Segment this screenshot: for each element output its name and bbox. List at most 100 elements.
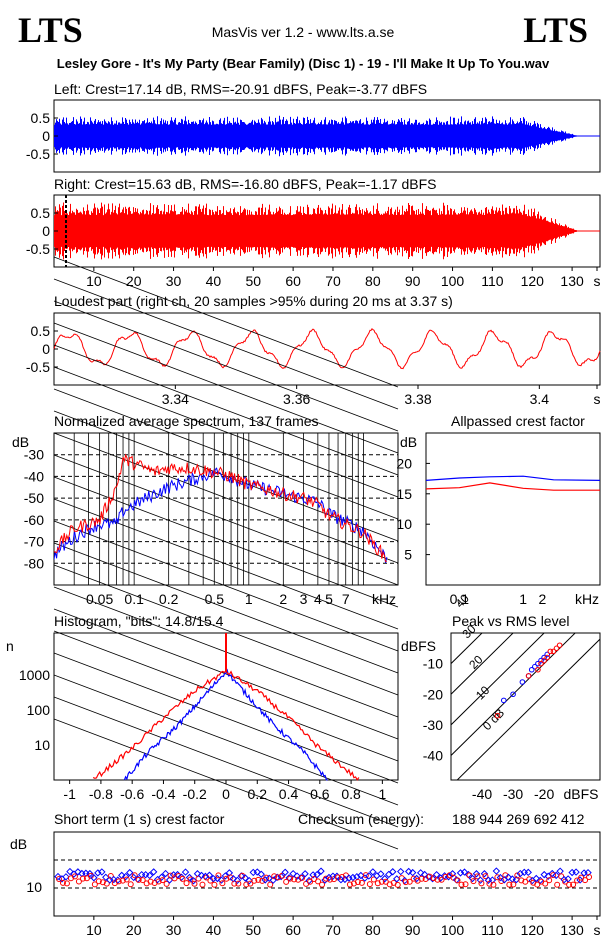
histogram-series-left	[123, 668, 328, 781]
shortcrest-point-right	[586, 873, 593, 880]
shortcrest-point-left	[460, 868, 469, 876]
shortcrest-xtick-label: 10	[86, 922, 102, 938]
shortcrest-point-left	[313, 870, 321, 879]
peakrms-ytick-label: -40	[423, 748, 443, 764]
shortcrest-point-left	[464, 870, 473, 879]
shortcrest-point-right	[247, 880, 254, 887]
shortcrest-point-right	[323, 875, 330, 882]
track-title: Lesley Gore - It's My Party (Bear Family…	[56, 56, 550, 71]
shortcrest-point-right	[374, 880, 381, 887]
shortcrest-point-right	[494, 874, 501, 881]
version-text: MasVis ver 1.2 - www.lts.a.se	[211, 24, 395, 40]
histogram-xtick-label: -0.6	[120, 786, 144, 802]
peakrms-diagonal	[451, 633, 545, 726]
peakrms-point-right	[538, 660, 544, 667]
spectrum-slope-line	[53, 454, 399, 586]
shortcrest-point-right	[159, 877, 166, 884]
right-waveform-ytick-label: -0.5	[26, 241, 50, 257]
time-xtick-label: 100	[441, 273, 465, 289]
peakrms-point-right	[550, 648, 557, 655]
time-xtick-label: 110	[481, 273, 504, 289]
histogram-ytick-label: 100	[27, 702, 51, 718]
shortcrest-point-left	[137, 870, 146, 879]
shortcrest-point-right	[183, 880, 190, 887]
shortcrest-xtick-label: 100	[441, 922, 465, 938]
shortcrest-point-left	[552, 871, 560, 880]
shortcrest-point-right	[526, 876, 533, 883]
shortcrest-point-right	[283, 878, 290, 885]
shortcrest-point-left	[269, 876, 277, 884]
shortcrest-point-right	[175, 873, 182, 880]
shortcrest-point-right	[199, 881, 206, 888]
shortcrest-point-right	[470, 878, 477, 885]
spectrum-xtick-label: 1	[245, 591, 253, 607]
shortcrest-point-right	[179, 875, 186, 882]
shortcrest-point-left	[397, 867, 405, 876]
histogram-xtick-label: -0.4	[151, 786, 175, 802]
histogram-xtick-label: -0.2	[183, 786, 207, 802]
shortcrest-point-right	[478, 880, 485, 887]
peakrms-xtick-label: -30	[503, 786, 523, 802]
time-xtick-label: 30	[166, 273, 182, 289]
shortcrest-point-left	[532, 874, 540, 883]
shortcrest-point-right	[291, 876, 298, 883]
shortcrest-point-left	[181, 868, 190, 876]
shortcrest-point-left	[277, 872, 285, 881]
spectrum-xtick-label: 0.5	[205, 591, 225, 607]
time-xtick-label: 130	[560, 273, 584, 289]
loudest-ytick-label: 0	[42, 341, 50, 357]
shortcrest-point-right	[366, 881, 373, 888]
shortcrest-point-right	[215, 872, 222, 879]
shortcrest-point-right	[255, 876, 262, 883]
shortcrest-point-right	[574, 877, 581, 884]
shortcrest-point-right	[119, 877, 126, 884]
peakrms-ytick-label: -30	[423, 717, 443, 733]
shortcrest-point-right	[147, 878, 154, 885]
shortcrest-point-right	[99, 879, 106, 886]
shortcrest-point-left	[241, 874, 250, 882]
shortcrest-point-left	[540, 870, 548, 879]
shortcrest-point-right	[271, 873, 278, 880]
loudest-xtick-label: 3.34	[162, 391, 189, 407]
shortcrest-point-left	[197, 871, 206, 880]
shortcrest-point-right	[319, 881, 326, 888]
shortcrest-point-left	[428, 874, 437, 883]
shortcrest-point-right	[490, 881, 497, 888]
left-waveform-ytick-label: 0	[42, 128, 50, 144]
allpass-ytick-label: 5	[404, 547, 412, 563]
spectrum-xtick-label: kHz	[372, 591, 396, 607]
shortcrest-point-left	[126, 868, 134, 877]
allpass-ytick-label: 20	[396, 455, 412, 471]
shortcrest-ylabel: dB	[10, 836, 27, 852]
peakrms-point-left	[500, 697, 507, 704]
spectrum-ytick-label: -70	[24, 534, 44, 550]
peakrms-point-left	[528, 666, 535, 673]
shortcrest-point-left	[444, 873, 453, 881]
allpass-xtick-label: kHz	[575, 591, 599, 607]
shortcrest-point-left	[408, 868, 417, 877]
shortcrest-point-right	[167, 872, 174, 879]
left-waveform-ytick-label: -0.5	[26, 146, 50, 162]
shortcrest-point-left	[424, 873, 433, 881]
histogram-xtick-label: 0.2	[248, 786, 268, 802]
peakrms-ylabel: dBFS	[401, 638, 436, 654]
time-xtick-label: s	[594, 273, 601, 289]
shortcrest-point-right	[127, 881, 134, 888]
spectrum-slope-line	[53, 520, 399, 652]
left-waveform-ytick-label: 0.5	[31, 110, 51, 126]
spectrum-slope-line	[53, 652, 399, 784]
time-xtick-label: 90	[405, 273, 421, 289]
peakrms-point-right	[544, 654, 551, 661]
shortcrest-point-right	[259, 877, 266, 884]
shortcrest-point-right	[79, 875, 86, 882]
peakrms-point-left	[535, 660, 541, 667]
shortcrest-point-right	[482, 873, 489, 880]
spectrum-slope-line	[53, 322, 399, 454]
shortcrest-point-left	[389, 868, 397, 876]
shortcrest-ytick-label: 10	[26, 879, 42, 895]
peakrms-point-right	[553, 645, 560, 652]
spectrum-series-right	[54, 453, 387, 562]
peakrms-panel-title: Peak vs RMS level	[452, 613, 570, 629]
shortcrest-point-left	[420, 870, 429, 879]
allpass-frame	[425, 432, 601, 586]
